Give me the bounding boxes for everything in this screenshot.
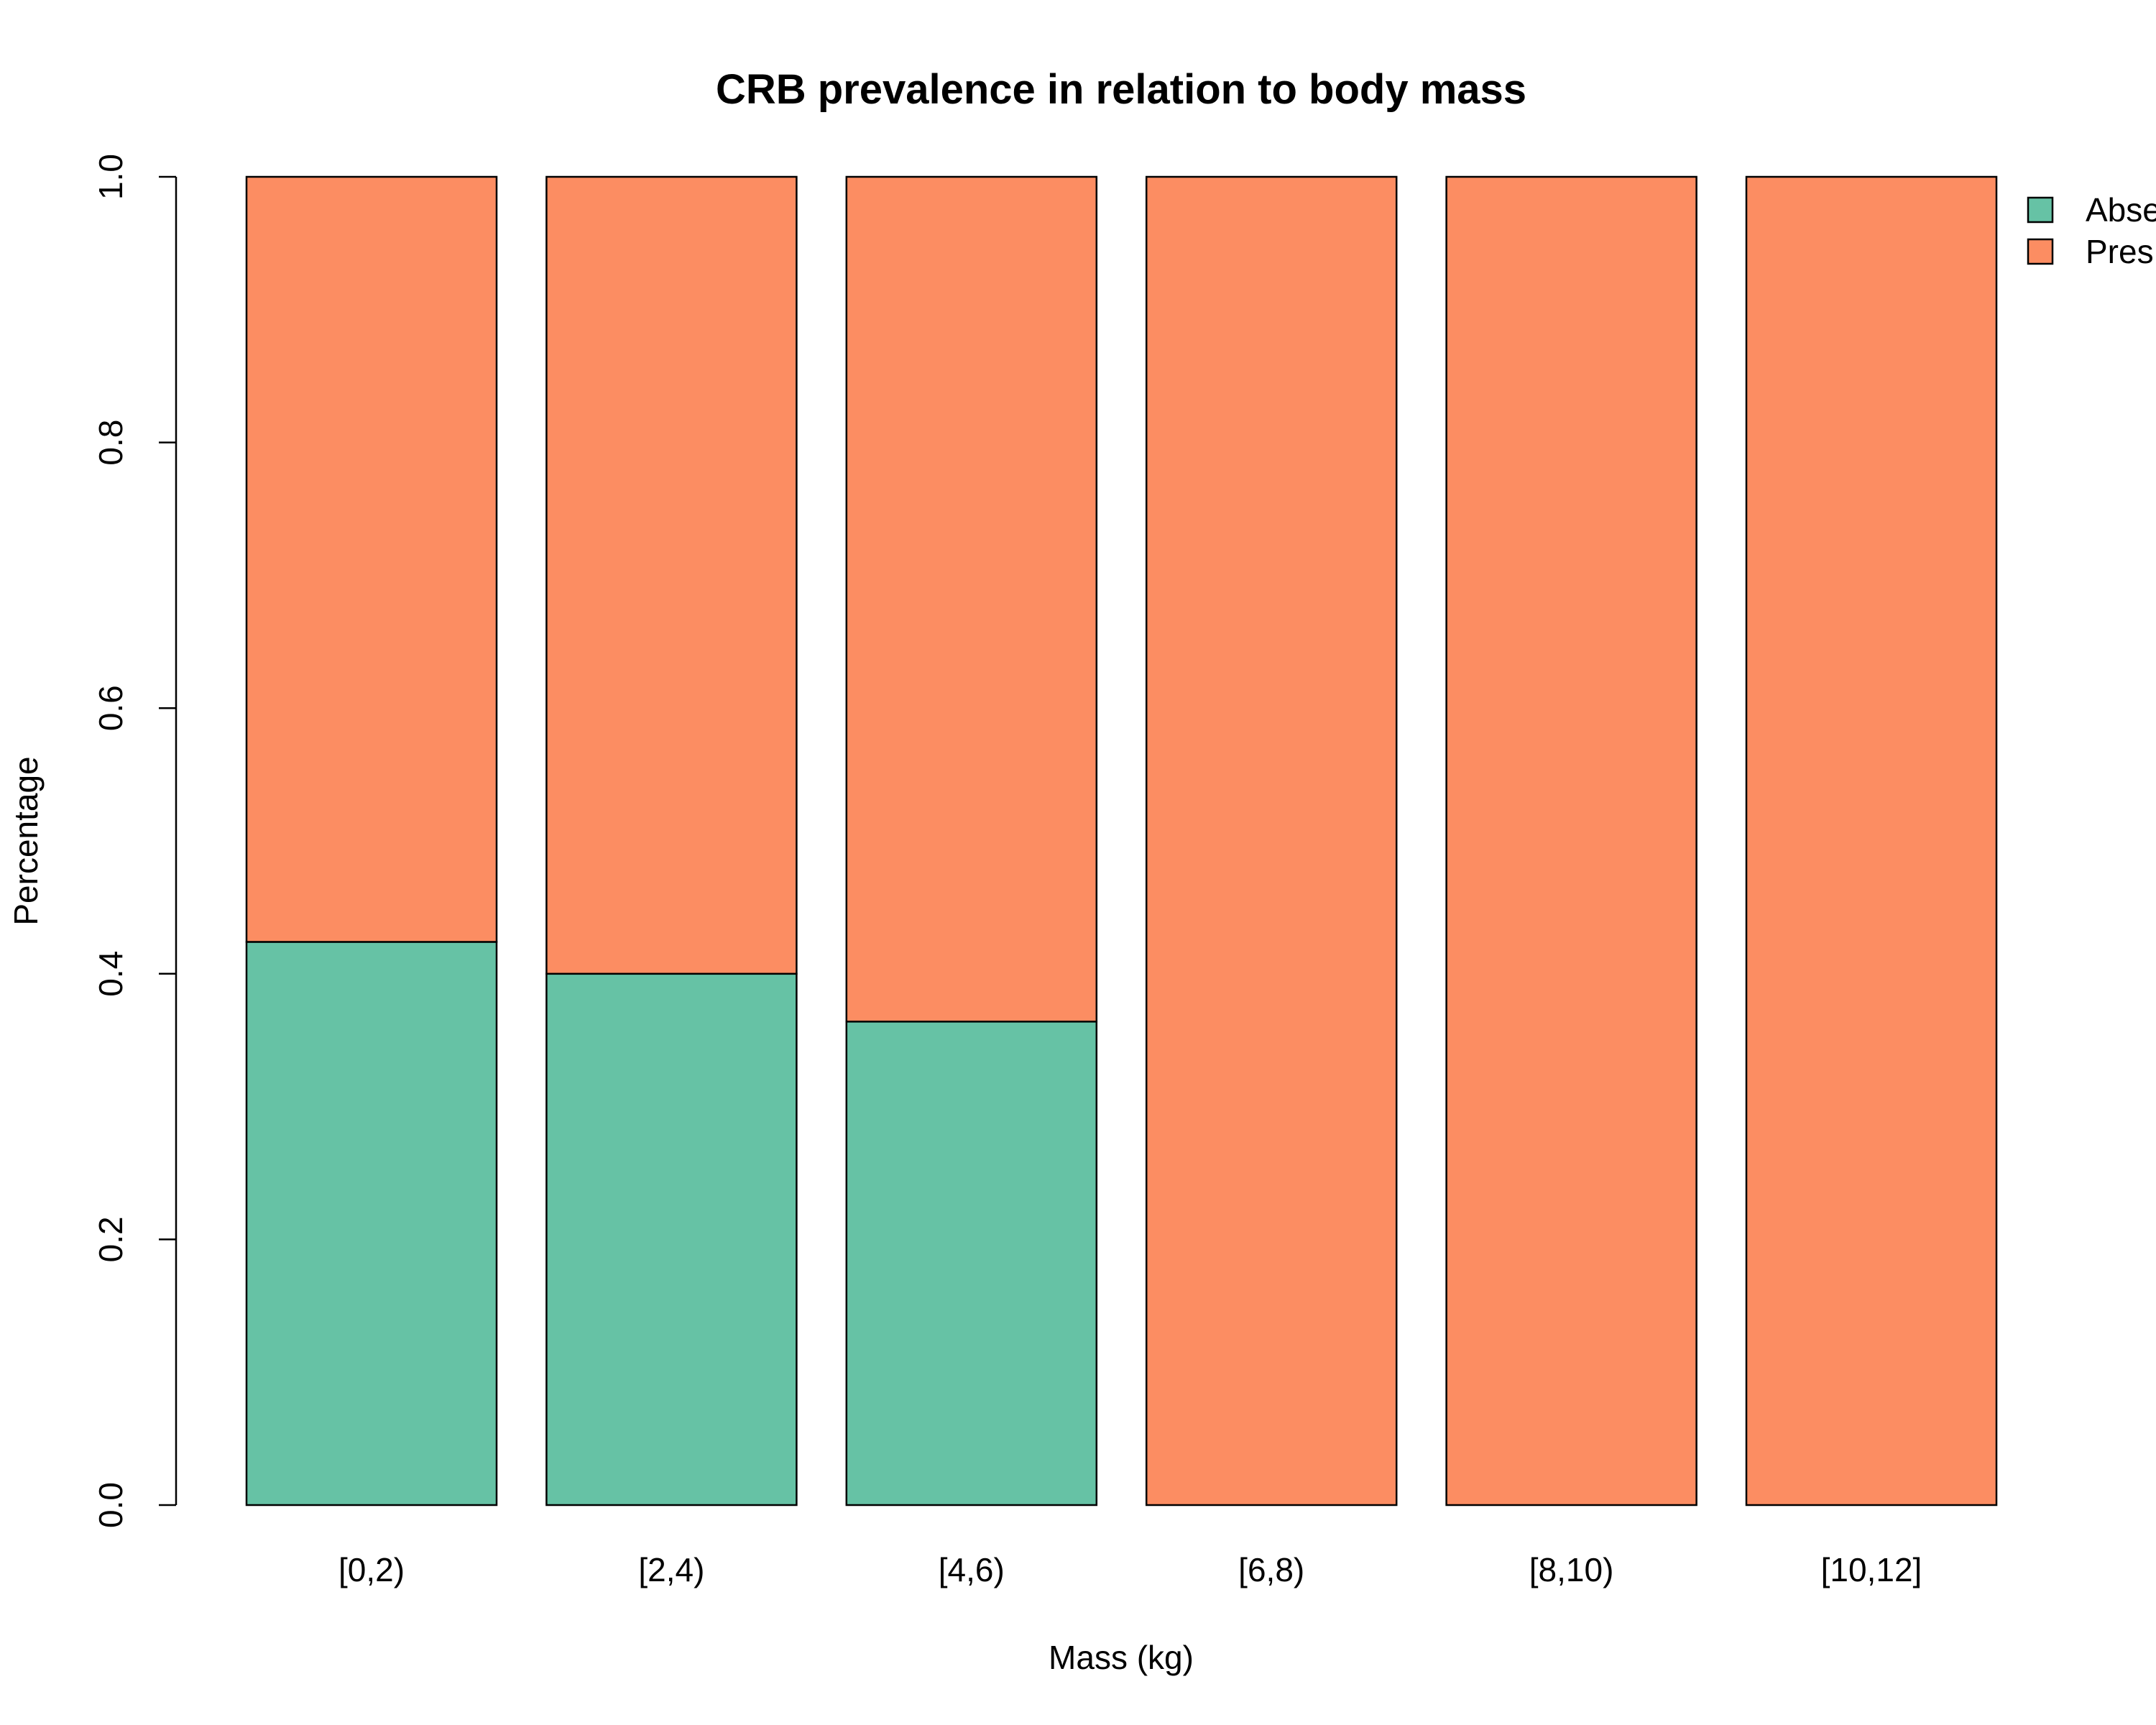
legend-swatch-present xyxy=(2027,238,2054,265)
x-axis: [0,2) [2,4) [4,6) [6,8) [8,10) [10,12] xyxy=(338,1551,1922,1588)
x-tick-label: [0,2) xyxy=(338,1551,405,1588)
y-tick-label: 1.0 xyxy=(92,154,129,200)
bar-present-2 xyxy=(845,175,1098,1023)
y-tick-label: 0.8 xyxy=(92,420,129,466)
chart-title: CRB prevalence in relation to body mass xyxy=(716,66,1526,113)
x-axis-label: Mass (kg) xyxy=(1049,1639,1194,1676)
x-tick-label: [8,10) xyxy=(1529,1551,1614,1588)
bars xyxy=(245,175,1998,1506)
y-tick-label: 0.6 xyxy=(92,685,129,731)
y-axis: 0.0 0.2 0.4 0.6 0.8 1.0 xyxy=(92,154,178,1528)
x-tick-label: [10,12] xyxy=(1821,1551,1922,1588)
bar-absent-0 xyxy=(245,941,498,1506)
bar-absent-1 xyxy=(545,972,798,1506)
bar-present-0 xyxy=(245,175,498,943)
y-tick-label: 0.0 xyxy=(92,1482,129,1528)
x-tick-label: [4,6) xyxy=(939,1551,1005,1588)
bar-present-1 xyxy=(545,175,798,975)
bar-absent-2 xyxy=(845,1021,1098,1506)
x-tick-label: [6,8) xyxy=(1238,1551,1304,1588)
legend-swatch-absent xyxy=(2027,196,2054,224)
legend-label-absent: Abse xyxy=(2086,191,2156,229)
legend: Abse Pres xyxy=(2027,191,2156,270)
y-tick-label: 0.4 xyxy=(92,951,129,997)
y-tick-label: 0.2 xyxy=(92,1216,129,1262)
bar-present-3 xyxy=(1145,175,1398,1506)
legend-label-present: Pres xyxy=(2086,233,2154,270)
x-tick-label: [2,4) xyxy=(638,1551,704,1588)
bar-present-5 xyxy=(1745,175,1998,1506)
bar-present-4 xyxy=(1445,175,1697,1506)
y-axis-label: Percentage xyxy=(7,756,45,925)
